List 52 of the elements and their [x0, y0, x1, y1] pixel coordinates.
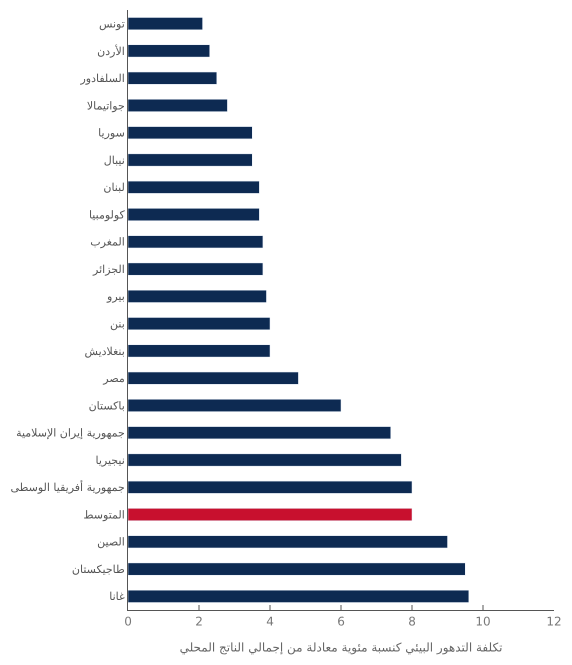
bar: [128, 454, 402, 466]
y-tick-label: بنغلاديش: [84, 344, 125, 358]
bar: [128, 426, 391, 440]
x-tick-label: 6: [337, 614, 345, 628]
x-axis-title: تكلفة التدهور البيئي كنسبة مئوية معادلة من إجمالي الناتج المحلي: [180, 640, 502, 654]
y-tick-label: طاجيكستان: [72, 562, 126, 576]
bar: [128, 590, 470, 603]
bar: [128, 262, 264, 276]
bar: [128, 344, 270, 358]
bar: [128, 372, 299, 385]
x-tick-label: 12: [546, 614, 562, 628]
x-tick-label: 8: [408, 614, 416, 628]
bar: [128, 535, 448, 548]
bar: [128, 154, 252, 166]
y-tick-label: الجزائر: [92, 262, 125, 276]
x-tick-label: 0: [124, 614, 132, 628]
bar: [128, 72, 217, 85]
y-tick-label: نيبال: [104, 154, 125, 167]
x-tick-label: 10: [475, 614, 491, 628]
y-tick-label: السلفادور: [79, 72, 125, 86]
bar: [128, 44, 210, 58]
bar: [128, 399, 342, 412]
bar: [128, 208, 260, 221]
y-tick-label: جمهورية إيران الإسلامية: [16, 426, 125, 440]
y-tick-label: المغرب: [90, 236, 125, 249]
bar: [128, 126, 252, 140]
x-tick-label: 4: [266, 614, 274, 628]
bar: [128, 562, 466, 576]
bar: [128, 235, 264, 248]
y-tick-label: تونس: [98, 17, 125, 30]
y-tick-label: سوريا: [98, 126, 125, 140]
y-tick-label: لبنان: [103, 181, 125, 194]
y-tick-label: الصين: [97, 536, 125, 549]
bar: [128, 317, 270, 330]
bar: [128, 180, 260, 194]
bar: [128, 480, 412, 494]
y-tick-label: مصر: [102, 372, 125, 386]
x-tick-label: 2: [195, 614, 203, 628]
y-tick-label: بيرو: [106, 290, 125, 304]
y-tick-label: الأردن: [97, 44, 125, 58]
bar: [128, 290, 267, 303]
y-tick-label: بنن: [110, 317, 125, 330]
y-tick-label: كولومبيا: [88, 208, 126, 222]
bar: [128, 508, 412, 521]
y-tick-label: جمهورية أفريقيا الوسطى: [10, 480, 125, 494]
bar: [128, 17, 203, 30]
y-tick-label: باكستان: [88, 399, 125, 412]
y-tick-label: نيجيريا: [96, 454, 125, 467]
y-tick-label: غانا: [109, 590, 126, 604]
y-tick-label: جواتيمالا: [86, 99, 125, 112]
y-tick-label: المتوسط: [83, 508, 125, 522]
bar: [128, 99, 228, 112]
